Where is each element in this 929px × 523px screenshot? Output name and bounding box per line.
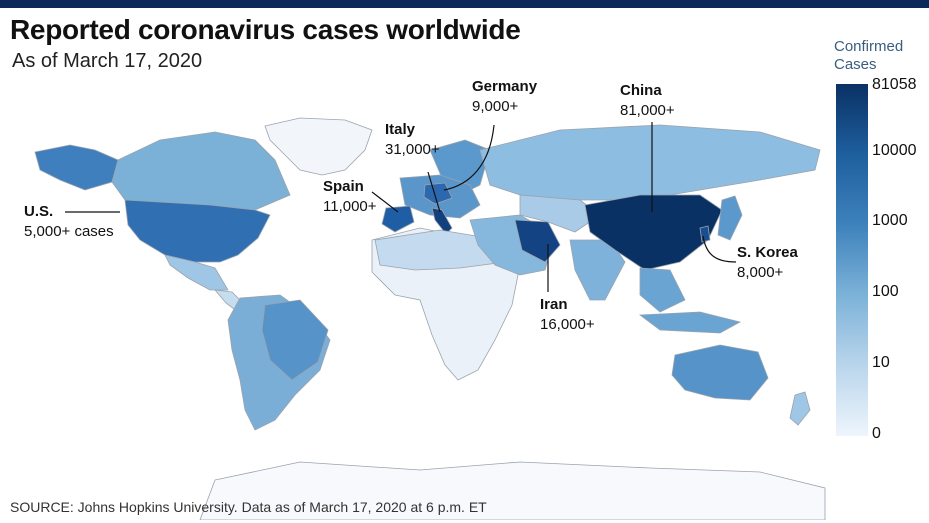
legend-title-line2: Cases — [834, 56, 877, 73]
germany — [423, 182, 453, 205]
greenland — [264, 117, 373, 176]
us-name: U.S. — [24, 203, 54, 220]
world-map — [34, 117, 826, 520]
spain-leader — [371, 191, 399, 213]
italy — [431, 207, 453, 235]
china-value: 81,000+ — [620, 102, 675, 119]
russia — [479, 124, 821, 201]
spain-name: Spain — [323, 178, 364, 195]
legend-color-scale — [836, 84, 868, 436]
brazil — [261, 299, 329, 381]
legend-tick-10000: 10000 — [872, 142, 917, 159]
iran — [514, 219, 561, 263]
germany-leader — [443, 124, 495, 191]
south-korea — [699, 225, 711, 243]
southeast-asia — [639, 267, 686, 313]
alaska — [34, 144, 119, 191]
skorea-name: S. Korea — [737, 244, 798, 261]
spain-value: 11,000+ — [323, 198, 377, 215]
chart-title: Reported coronavirus cases worldwide — [10, 14, 521, 45]
skorea-value: 8,000+ — [737, 264, 784, 281]
spain — [381, 205, 415, 233]
legend-tick-10: 10 — [872, 354, 890, 371]
italy-value: 31,000+ — [385, 141, 440, 158]
legend-tick-0: 0 — [872, 425, 881, 442]
italy-name: Italy — [385, 121, 416, 138]
china-name: China — [620, 82, 662, 99]
iran-name: Iran — [540, 296, 568, 313]
germany-value: 9,000+ — [472, 98, 519, 115]
legend-tick-1000: 1000 — [872, 212, 908, 229]
canada — [111, 131, 291, 211]
legend-tick-100: 100 — [872, 283, 899, 300]
legend-title: Confirmed Cases — [834, 38, 903, 74]
us-callout: U.S. 5,000+ cases — [24, 202, 114, 242]
chart-subtitle: As of March 17, 2020 — [12, 50, 203, 72]
japan — [717, 195, 743, 241]
germany-name: Germany — [472, 78, 538, 95]
legend-title-line1: Confirmed — [834, 38, 904, 55]
antarctica — [199, 461, 826, 520]
spain-callout: Spain 11,000+ — [323, 177, 377, 217]
china — [584, 194, 723, 271]
skorea-callout: S. Korea 8,000+ — [737, 243, 798, 283]
iran-callout: Iran 16,000+ — [540, 295, 595, 335]
germany-callout: Germany 9,000+ — [472, 77, 537, 117]
north-africa — [374, 229, 506, 271]
mexico — [164, 254, 229, 291]
italy-callout: Italy 31,000+ — [385, 120, 440, 160]
iran-value: 16,000+ — [540, 316, 595, 333]
top-accent-bar — [0, 0, 929, 8]
us-value: 5,000+ cases — [24, 223, 114, 240]
china-callout: China 81,000+ — [620, 81, 675, 121]
central-asia — [519, 194, 601, 233]
australia — [671, 344, 769, 401]
usa — [124, 199, 271, 263]
legend-tick-81058: 81058 — [872, 76, 917, 93]
indonesia — [638, 311, 742, 334]
source-note: SOURCE: Johns Hopkins University. Data a… — [10, 499, 487, 515]
italy-leader — [427, 171, 441, 213]
new-zealand — [789, 391, 811, 426]
skorea-leader — [702, 235, 737, 263]
